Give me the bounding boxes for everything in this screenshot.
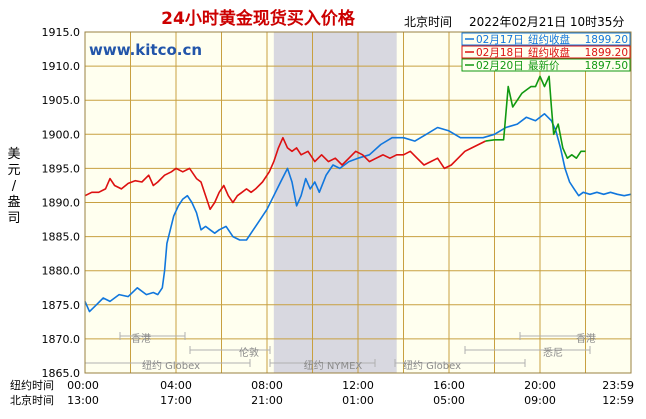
datetime-label: 2022年02月21日 10时35分 [469, 15, 624, 29]
legend-series-name: 02月18日 [476, 47, 524, 59]
x-axis-row-label: 北京时间 [10, 393, 54, 407]
chart-title: 24小时黄金现货买入价格 [161, 8, 356, 29]
session-label: 纽约 Globex [403, 359, 461, 372]
plot-border [84, 31, 632, 374]
grid-lines [84, 31, 632, 374]
session-label: 悉尼 [543, 347, 563, 359]
x-tick-label: 21:00 [251, 394, 283, 407]
session-label: 香港 [131, 333, 151, 345]
x-tick-label: 13:00 [67, 394, 99, 407]
legend-series-value: 1899.20 [585, 47, 628, 59]
legend-series-name: 02月20日 [476, 60, 524, 72]
session-label: 伦敦 [239, 346, 259, 359]
y-tick-label: 1905.0 [42, 94, 81, 107]
y-tick-label: 1895.0 [42, 162, 81, 175]
x-tick-label: 09:00 [524, 394, 556, 407]
legend-series-value: 1897.50 [585, 60, 628, 72]
session-label: 香港 [576, 333, 596, 345]
y-tick-label: 1910.0 [42, 60, 81, 73]
y-tick-label: 1915.0 [42, 26, 81, 39]
legend-series-name: 02月17日 [476, 34, 524, 46]
legend-series-label: 纽约收盘 [528, 46, 570, 59]
x-tick-label: 05:00 [433, 394, 465, 407]
x-axis-row-label: 纽约时间 [10, 378, 54, 392]
y-tick-label: 1885.0 [42, 231, 81, 244]
y-tick-label: 1865.0 [42, 367, 81, 380]
legend-box [461, 58, 631, 72]
series-line-1 [84, 136, 486, 211]
x-tick-label: 08:00 [251, 379, 283, 392]
session-label: 纽约 Globex [142, 359, 200, 372]
legend-series-value: 1899.20 [585, 34, 628, 46]
y-tick-label: 1875.0 [42, 299, 81, 312]
y-axis-label: 美元/盎司 [7, 147, 20, 226]
legend-series-label: 纽约收盘 [528, 33, 570, 46]
x-tick-label: 17:00 [160, 394, 192, 407]
x-tick-label: 12:00 [342, 379, 374, 392]
legend-box [461, 45, 631, 59]
y-tick-label: 1900.0 [42, 128, 81, 141]
y-tick-label: 1880.0 [42, 265, 81, 278]
y-axis: 1915.0 1910.0 1905.0 1900.0 1895.0 1890.0 1885… [42, 26, 81, 380]
legend-box [461, 32, 631, 46]
x-axis: 纽约时间 00:00 04:00 08:00 12:00 16:00 20:00 23:59 北… [10, 378, 634, 407]
series-line-2 [485, 75, 586, 159]
x-tick-label: 01:00 [342, 394, 374, 407]
legend-series-label: 最新价 [528, 59, 560, 72]
y-tick-label: 1890.0 [42, 197, 81, 210]
x-tick-label: 00:00 [67, 379, 99, 392]
site-watermark: www.kitco.cn [89, 41, 202, 59]
session-label: 纽约 NYMEX [304, 359, 363, 372]
legend: 02月17日 纽约收盘 1899.20 02月18日 纽约收盘 1899.20 02月20日… [461, 32, 631, 72]
x-tick-label: 12:59 [602, 394, 634, 407]
x-tick-label: 20:00 [524, 379, 556, 392]
series-lines [84, 75, 631, 313]
x-tick-label: 16:00 [433, 379, 465, 392]
x-tick-label: 04:00 [160, 379, 192, 392]
timezone-label: 北京时间 [404, 15, 452, 29]
x-tick-label: 23:59 [602, 379, 634, 392]
y-tick-label: 1870.0 [42, 333, 81, 346]
